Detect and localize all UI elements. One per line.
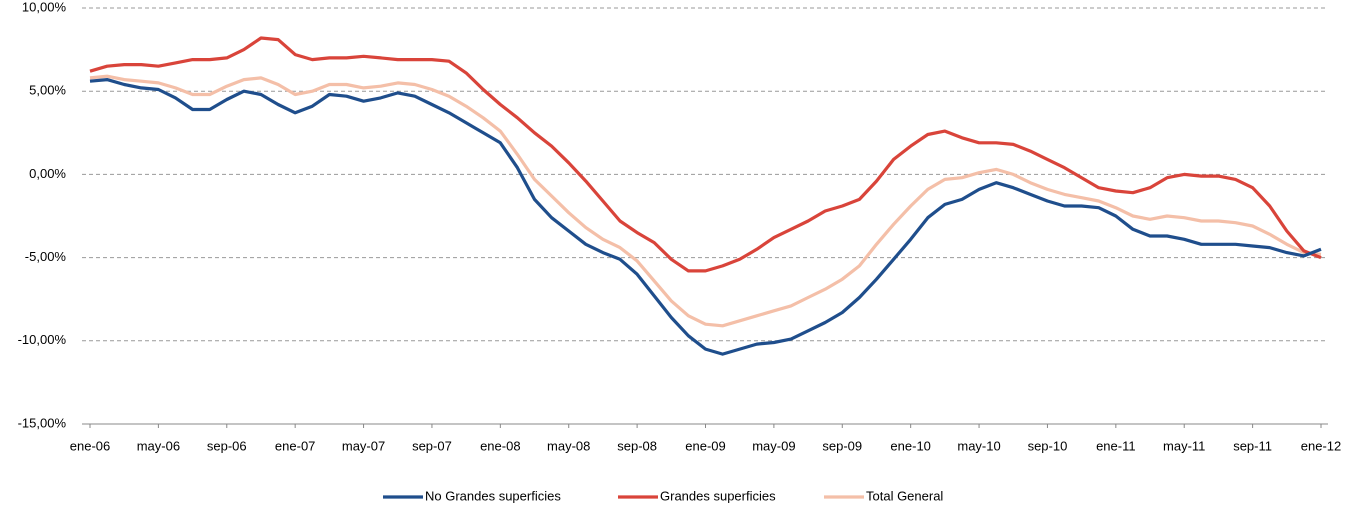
y-tick-label: -15,00%	[18, 415, 67, 430]
x-tick-label: may-09	[752, 438, 795, 453]
y-tick-label: 10,00%	[22, 0, 67, 14]
y-tick-label: 5,00%	[29, 83, 66, 98]
x-tick-label: sep-10	[1028, 438, 1068, 453]
y-tick-label: -5,00%	[25, 249, 67, 264]
y-tick-label: -10,00%	[18, 332, 67, 347]
x-tick-label: ene-10	[890, 438, 930, 453]
x-tick-label: may-11	[1163, 438, 1205, 453]
x-tick-label: ene-08	[480, 438, 520, 453]
x-tick-label: ene-07	[275, 438, 315, 453]
series-line	[89, 78, 1322, 356]
x-tick-label: may-08	[547, 438, 590, 453]
x-tick-label: sep-11	[1233, 438, 1272, 453]
legend-label: No Grandes superficies	[425, 488, 561, 503]
x-tick-label: sep-07	[412, 438, 452, 453]
x-tick-label: sep-06	[207, 438, 247, 453]
x-tick-label: may-10	[957, 438, 1000, 453]
x-tick-label: sep-09	[822, 438, 862, 453]
legend-label: Grandes superficies	[660, 488, 776, 503]
x-tick-label: may-07	[342, 438, 385, 453]
legend-label: Total General	[866, 488, 943, 503]
x-tick-label: ene-09	[685, 438, 725, 453]
series-line	[89, 74, 1322, 328]
x-tick-label: ene-12	[1301, 438, 1341, 453]
x-tick-label: sep-08	[617, 438, 657, 453]
y-tick-label: 0,00%	[29, 166, 66, 181]
x-tick-label: may-06	[137, 438, 180, 453]
x-tick-label: ene-11	[1096, 438, 1136, 453]
series-line	[89, 36, 1322, 273]
x-tick-label: ene-06	[70, 438, 110, 453]
